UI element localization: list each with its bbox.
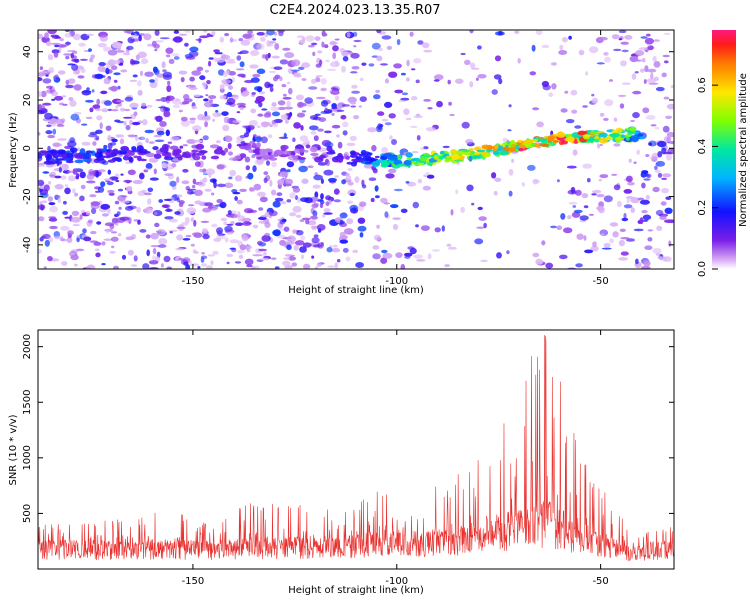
colorbar-tick-label: 0.4 bbox=[697, 138, 708, 154]
spectrogram-x-axis: -150 -100 -50 bbox=[182, 30, 609, 287]
snr-y-label: SNR (10 * v/v) bbox=[8, 414, 19, 485]
colorbar-tick-label: 0.6 bbox=[697, 77, 708, 93]
figure-title: C2E4.2024.023.13.35.R07 bbox=[269, 3, 440, 18]
spectrogram-frame bbox=[37, 29, 675, 270]
x-tick-label: -150 bbox=[182, 576, 205, 587]
y-tick-label: 20 bbox=[22, 94, 33, 107]
y-tick-label: 1500 bbox=[22, 390, 33, 415]
y-tick-label: 1000 bbox=[22, 445, 33, 470]
colorbar: 0.0 0.2 0.4 0.6 Normalized spectral amplitu… bbox=[697, 30, 749, 277]
x-tick-label: -100 bbox=[385, 576, 408, 587]
snr-background bbox=[38, 330, 674, 569]
spectrogram-x-label: Height of straight line (km) bbox=[288, 285, 424, 296]
spectrogram-heat bbox=[38, 30, 674, 269]
spectrogram-panel: -150 -100 -50 -40 -20 0 20 40 Height of straig… bbox=[8, 29, 675, 296]
colorbar-tick-label: 0.0 bbox=[697, 261, 708, 277]
snr-x-axis: -150 -100 -50 bbox=[182, 330, 609, 587]
colorbar-gradient bbox=[712, 30, 736, 269]
y-tick-label: 0 bbox=[22, 145, 33, 151]
y-tick-label: -20 bbox=[22, 188, 33, 204]
x-tick-label: -150 bbox=[182, 276, 205, 287]
snr-x-label: Height of straight line (km) bbox=[288, 585, 424, 596]
x-tick-label: -50 bbox=[592, 276, 608, 287]
spectrogram-y-label: Frequency (Hz) bbox=[8, 112, 19, 188]
snr-panel: -150 -100 -50 500 1000 1500 2000 Height of st… bbox=[8, 329, 675, 596]
y-tick-label: 500 bbox=[22, 504, 33, 523]
spectrogram-y-axis: -40 -20 0 20 40 bbox=[22, 45, 674, 253]
snr-frame bbox=[37, 329, 675, 570]
y-tick-label: 2000 bbox=[22, 334, 33, 359]
colorbar-ticks: 0.0 0.2 0.4 0.6 bbox=[697, 77, 718, 277]
colorbar-label: Normalized spectral amplitude bbox=[738, 73, 749, 227]
y-tick-label: -40 bbox=[22, 237, 33, 253]
snr-y-axis: 500 1000 1500 2000 bbox=[22, 334, 674, 523]
x-tick-label: -100 bbox=[385, 276, 408, 287]
colorbar-tick-label: 0.2 bbox=[697, 200, 708, 216]
snr-series-line bbox=[37, 334, 675, 562]
y-tick-label: 40 bbox=[22, 45, 33, 58]
x-tick-label: -50 bbox=[592, 576, 608, 587]
